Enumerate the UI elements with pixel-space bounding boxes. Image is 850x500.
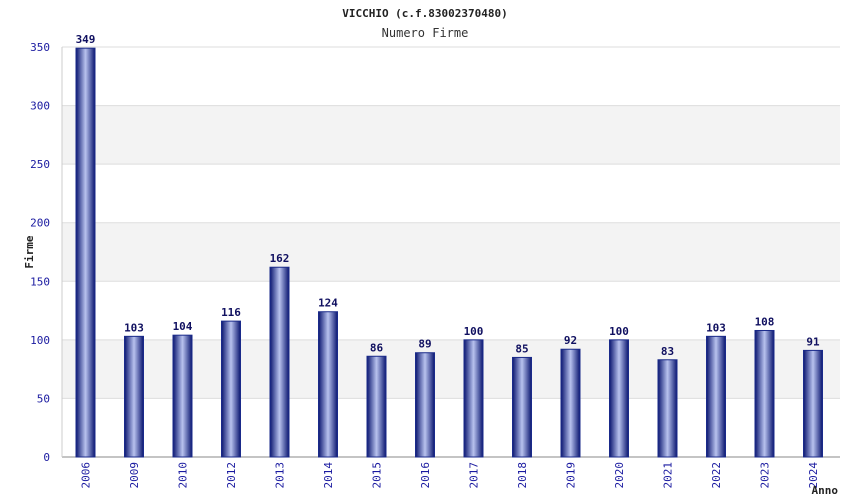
data-label-2021: 83 — [661, 345, 674, 358]
x-tick-label-2024: 2024 — [807, 462, 820, 489]
x-tick-label-2006: 2006 — [80, 462, 93, 489]
bar-2006 — [75, 47, 96, 458]
bar-2023 — [754, 329, 775, 458]
bar-2014 — [318, 311, 338, 458]
y-tick-label: 350 — [30, 41, 50, 54]
x-tick-label-2023: 2023 — [759, 462, 772, 489]
bar-2015 — [366, 355, 387, 458]
bar-2020 — [609, 339, 629, 458]
x-tick-label-2019: 2019 — [565, 462, 578, 489]
data-label-2009: 103 — [124, 321, 144, 334]
bar-2019 — [560, 348, 581, 458]
x-tick-label-2014: 2014 — [322, 462, 335, 489]
bar-2018 — [512, 356, 532, 458]
bar-2012 — [221, 320, 241, 458]
data-label-2018: 85 — [515, 342, 528, 355]
bar-2013 — [269, 266, 290, 458]
data-label-2010: 104 — [173, 320, 193, 333]
x-tick-label-2009: 2009 — [128, 462, 141, 489]
y-tick-label: 0 — [43, 451, 50, 464]
grid-band — [62, 105, 840, 165]
y-axis-label: Firme — [23, 235, 36, 268]
chart-title: VICCHIO (c.f.83002370480) — [342, 7, 508, 20]
data-label-2020: 100 — [609, 325, 629, 338]
data-label-2012: 116 — [221, 306, 241, 319]
x-tick-label-2013: 2013 — [274, 462, 287, 489]
bar-2022 — [706, 335, 726, 458]
x-tick-labels: 2006 2009 2010 2012 2013 2014 2015 2016 2017 2018… — [80, 462, 821, 489]
y-tick-label: 50 — [37, 392, 50, 405]
bar-2016 — [415, 352, 435, 458]
bar-2009 — [124, 335, 144, 458]
data-label-2015: 86 — [370, 341, 384, 354]
data-label-2014: 124 — [318, 297, 338, 310]
bar-2017 — [463, 339, 484, 458]
data-label-2017: 100 — [464, 325, 484, 338]
y-tick-labels: 0 50 100 150 200 250 300 350 — [30, 41, 50, 464]
x-tick-label-2021: 2021 — [662, 462, 675, 489]
y-tick-label: 200 — [30, 217, 50, 230]
x-tick-label-2015: 2015 — [371, 462, 384, 489]
bars — [75, 47, 823, 458]
data-label-2016: 89 — [418, 338, 431, 351]
x-tick-label-2012: 2012 — [225, 462, 238, 489]
x-tick-label-2010: 2010 — [177, 462, 190, 489]
data-label-2022: 103 — [706, 321, 726, 334]
y-tick-label: 250 — [30, 158, 50, 171]
x-tick-label-2018: 2018 — [516, 462, 529, 489]
bar-2010 — [172, 334, 193, 458]
chart-subtitle: Numero Firme — [382, 26, 469, 40]
bar-2021 — [657, 359, 678, 458]
x-tick-label-2016: 2016 — [419, 462, 432, 489]
y-tick-label: 300 — [30, 100, 50, 113]
x-axis-label: Anno — [812, 484, 839, 497]
x-tick-label-2020: 2020 — [613, 462, 626, 489]
grid-band — [62, 222, 840, 282]
data-label-2013: 162 — [270, 252, 290, 265]
x-tick-label-2022: 2022 — [710, 462, 723, 489]
x-tick-label-2017: 2017 — [468, 462, 481, 489]
data-label-2006: 349 — [76, 33, 96, 46]
y-tick-label: 150 — [30, 275, 50, 288]
y-tick-label: 100 — [30, 334, 50, 347]
bar-2024 — [803, 349, 823, 458]
data-label-2023: 108 — [755, 315, 775, 328]
data-label-2024: 91 — [806, 335, 820, 348]
data-labels: 349 103 104 116 162 124 86 89 100 85 92 100 83 103 108… — [76, 33, 820, 358]
data-label-2019: 92 — [564, 334, 577, 347]
